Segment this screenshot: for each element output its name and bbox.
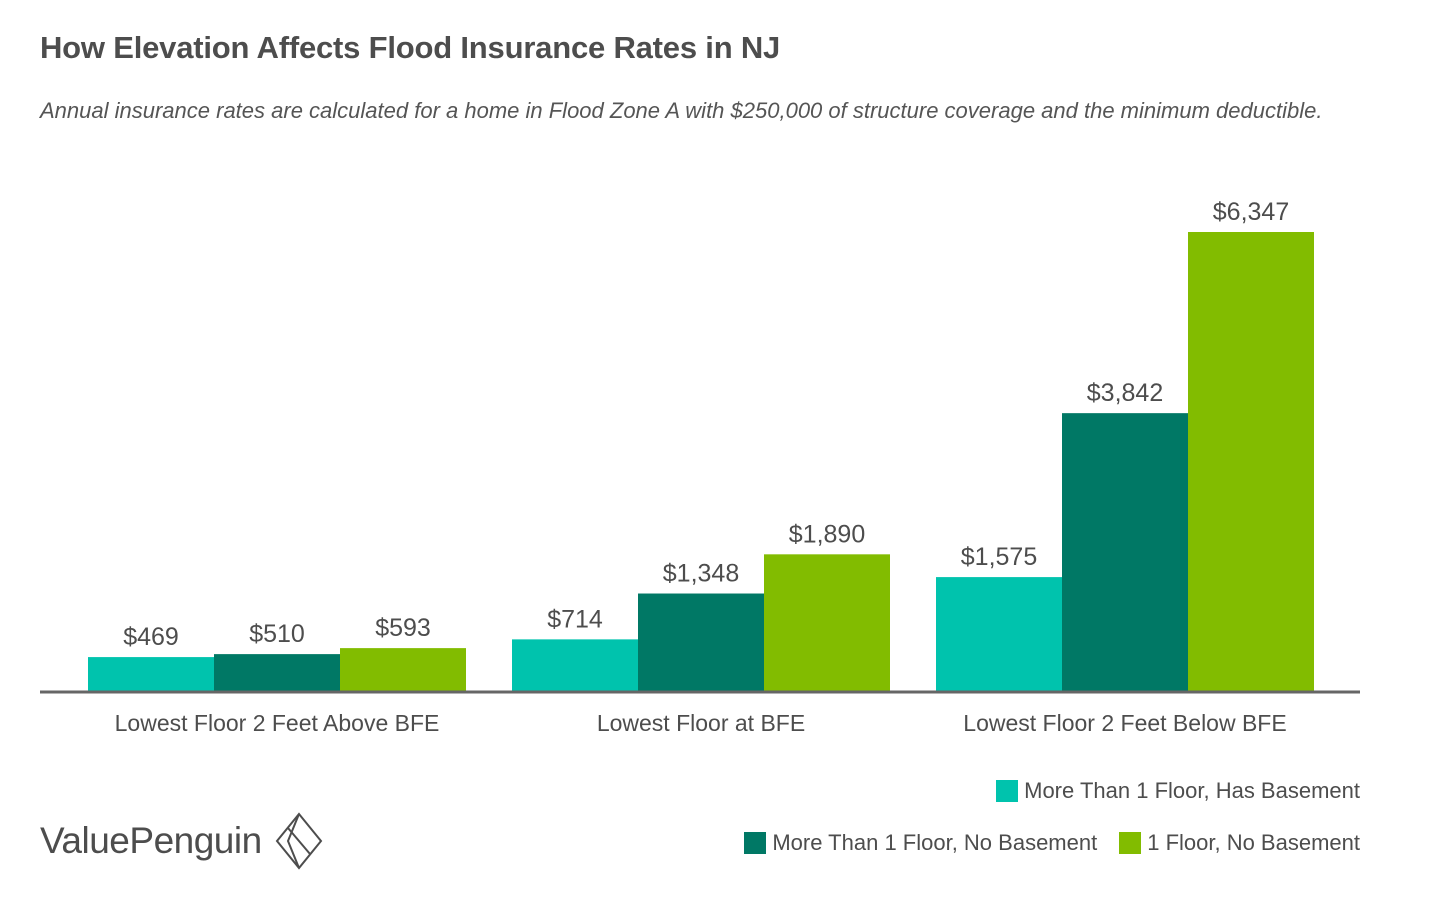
bar-3-series-3 xyxy=(1188,232,1314,691)
bar-1-series-1 xyxy=(88,657,214,691)
brand-name: ValuePenguin xyxy=(40,820,262,861)
legend-row-2: More Than 1 Floor, No Basement 1 Floor, … xyxy=(722,830,1360,856)
data-label-2-series-1: $714 xyxy=(547,605,603,633)
chart-subtitle: Annual insurance rates are calculated fo… xyxy=(40,98,1323,123)
data-label-1-series-2: $510 xyxy=(249,620,305,648)
data-label-3-series-3: $6,347 xyxy=(1213,198,1289,226)
bar-chart: $469 $510 $593 Lowest Floor 2 Feet Above BF… xyxy=(40,198,1360,736)
data-label-1-series-3: $593 xyxy=(375,614,431,642)
data-label-2-series-2: $1,348 xyxy=(663,560,739,588)
legend-swatch-series-1 xyxy=(996,780,1019,802)
bar-2-series-3 xyxy=(764,554,890,691)
legend-label-series-3: 1 Floor, No Basement xyxy=(1147,830,1360,855)
data-label-2-series-3: $1,890 xyxy=(789,520,865,548)
category-label-3: Lowest Floor 2 Feet Below BFE xyxy=(963,710,1286,736)
legend-label-series-1: More Than 1 Floor, Has Basement xyxy=(1024,778,1360,803)
category-label-2: Lowest Floor at BFE xyxy=(597,710,805,736)
bar-3-series-2 xyxy=(1062,413,1188,691)
bar-1-series-3 xyxy=(340,648,466,691)
bar-2-series-2 xyxy=(638,593,764,691)
bar-3-series-1 xyxy=(936,577,1062,691)
chart-title: How Elevation Affects Flood Insurance Ra… xyxy=(40,30,781,65)
data-label-3-series-1: $1,575 xyxy=(961,543,1037,571)
bar-1-series-2 xyxy=(214,654,340,691)
legend-label-series-2: More Than 1 Floor, No Basement xyxy=(772,830,1098,855)
legend-row-1: More Than 1 Floor, Has Basement xyxy=(974,778,1360,804)
legend-swatch-series-3 xyxy=(1119,832,1142,854)
data-label-3-series-2: $3,842 xyxy=(1087,379,1163,407)
valuepenguin-logo: ValuePenguin xyxy=(40,812,324,870)
category-label-1: Lowest Floor 2 Feet Above BFE xyxy=(115,710,440,736)
legend-item-one-floor: 1 Floor, No Basement xyxy=(1119,830,1360,856)
bar-2-series-1 xyxy=(512,639,638,691)
data-label-1-series-1: $469 xyxy=(123,623,179,651)
legend-swatch-series-2 xyxy=(744,832,767,854)
valuepenguin-diamond-logo-icon xyxy=(275,812,322,870)
legend-item-has-basement: More Than 1 Floor, Has Basement xyxy=(996,778,1360,804)
legend-item-no-basement: More Than 1 Floor, No Basement xyxy=(744,830,1097,856)
